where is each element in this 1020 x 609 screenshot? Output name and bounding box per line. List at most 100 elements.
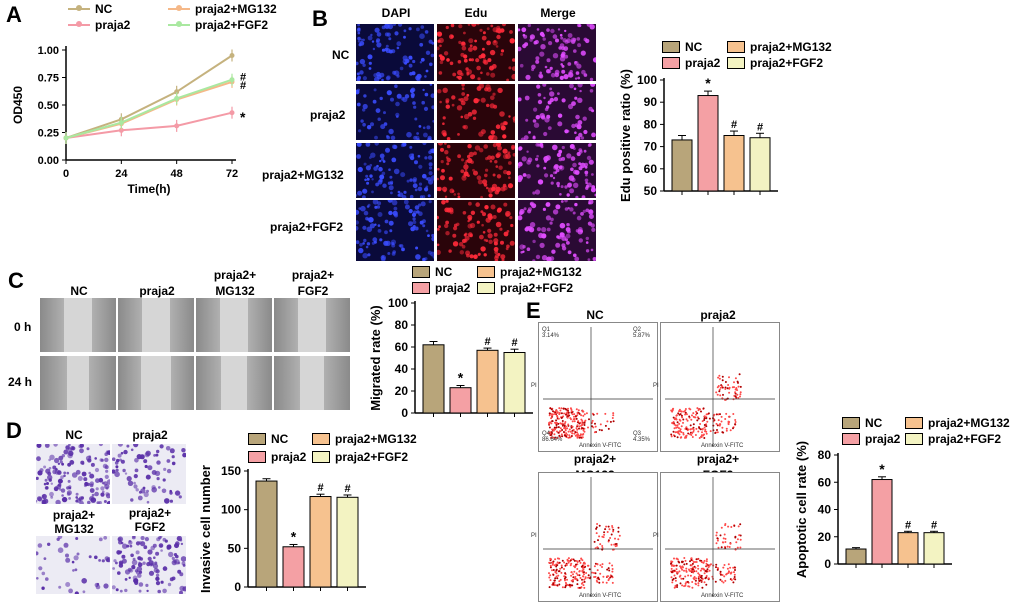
chartE-ytick-label: 40 (818, 503, 832, 517)
b-image-r1-c0 (356, 84, 434, 140)
e-flow-plot-r1-c1: Annexin V-FITC PI (653, 472, 780, 602)
e-yaxis-label: PI (531, 383, 537, 389)
a-ytick-label: 1.00 (38, 45, 59, 57)
panel-label-e: E (526, 298, 541, 323)
chartD-ytick-label: 0 (234, 580, 241, 594)
chartD-bar-0 (255, 480, 278, 588)
chartD-ytick-label: 50 (228, 541, 242, 555)
chartC-bar-2 (476, 349, 499, 414)
chartB-ytick-label: 50 (644, 184, 658, 198)
c-col-fgf2-l1: praja2+ (291, 268, 335, 282)
b-image-r0-c0 (356, 24, 434, 81)
legend-b-fgf2: praja2+FGF2 (727, 56, 823, 70)
chartC-ytick-label: 40 (395, 362, 409, 376)
a-ytick-label: 0.00 (38, 155, 59, 167)
legend-a-nc: NC (68, 2, 112, 16)
chartB-bar-2 (723, 135, 745, 192)
c-image-r1-c2 (196, 356, 272, 410)
b-row-fgf2: praja2+FGF2 (270, 220, 344, 234)
b-image-r3-c1 (437, 200, 515, 261)
b-image-r3-c2 (518, 200, 596, 261)
a-series-3 (65, 78, 233, 139)
b-image-r2-c2 (518, 143, 596, 198)
legend-d-praja2: praja2 (248, 450, 306, 464)
chartD-bar-3 (336, 496, 359, 588)
c-row-0h: 0 h (14, 320, 32, 334)
panel-label-d: D (6, 418, 22, 443)
e-label-praja2: praja2 (700, 308, 736, 322)
e-label-mg132-l1: praja2+ (573, 452, 617, 466)
legend-c-mg132: praja2+MG132 (477, 265, 582, 279)
e-quadrant-nc_q3: Q3 4.35% (633, 431, 651, 443)
c-col-mg132-l1: praja2+ (213, 268, 257, 282)
e-xaxis-label: Annexin V-FITC (701, 593, 744, 599)
chartB-ytick-label: 70 (644, 140, 658, 154)
chartD-mark-3: # (344, 483, 350, 495)
chartC-mark-3: # (511, 337, 517, 349)
c-image-r1-c3 (274, 356, 350, 410)
e-label-fgf2-l1: praja2+ (696, 452, 740, 466)
b-col-edu: Edu (464, 6, 488, 20)
chartE-bar-3 (923, 532, 945, 565)
a-xtick-label: 0 (63, 168, 69, 180)
b-image-r1-c2 (518, 84, 596, 140)
e-quadrant-nc_q4: Q4 86.64% (542, 431, 563, 443)
c-row-24h: 24 h (8, 375, 33, 389)
d-label-mg132-l1: praja2+ (52, 508, 96, 522)
a-point (229, 77, 235, 83)
line-chart-a: 0.00 0.25 0.50 0.75 1.00 0 24 48 72 Time(h) OD450 #… (11, 45, 246, 196)
bar-chart-c: 0 20 40 60 80 100 Migrated rate (%) * # # (368, 296, 533, 420)
a-series-0 (65, 54, 233, 139)
b-image-r2-c1 (437, 143, 515, 198)
legend-b-praja2: praja2 (662, 56, 720, 70)
legend-d-mg132: praja2+MG132 (312, 432, 417, 446)
chartB-mark-1: * (705, 75, 711, 91)
a-ytick-label: 0.50 (38, 100, 59, 112)
a-ylabel: OD450 (11, 86, 25, 124)
d-image-r0-c0 (36, 444, 110, 504)
legend-c-praja2: praja2 (412, 281, 470, 295)
b-image-r2-c0 (356, 143, 434, 198)
chartD-ylabel: Invasive cell number (198, 465, 213, 593)
chartC-ytick-label: 100 (388, 296, 408, 310)
panel-label-c: C (8, 268, 24, 293)
e-yaxis-label: PI (653, 533, 659, 539)
chartC-mark-2: # (484, 336, 490, 348)
c-col-mg132-l2: MG132 (215, 284, 255, 298)
chartC-bar-0 (422, 344, 445, 414)
legend-a-fgf2: praja2+FGF2 (168, 18, 268, 32)
c-col-fgf2-l2: FGF2 (297, 284, 329, 298)
chartE-mark-3: # (931, 519, 937, 531)
chartE-bar-2 (897, 532, 919, 565)
chartE-bar-0 (845, 548, 867, 565)
d-label-fgf2-l2: FGF2 (134, 520, 166, 534)
legend-c-nc: NC (412, 265, 452, 279)
chartC-mark-1: * (458, 370, 464, 386)
c-image-r0-c3 (274, 298, 350, 352)
chartB-ytick-label: 100 (637, 73, 657, 87)
d-image-r1-c0 (36, 536, 110, 594)
a-xtick-label: 24 (115, 168, 128, 180)
bar-chart-b: 50 60 70 80 90 100 Edu positive ratio (%) * # # (618, 69, 778, 202)
c-image-r1-c0 (40, 356, 116, 410)
chartB-mark-2: # (731, 119, 737, 131)
a-point (229, 53, 235, 58)
c-image-r0-c0 (40, 298, 116, 352)
panel-label-b: B (312, 6, 328, 31)
a-xtick-label: 48 (171, 168, 183, 180)
chartC-ytick-label: 60 (395, 340, 409, 354)
chartC-ytick-label: 80 (395, 318, 409, 332)
a-mark-hash-1: # (240, 71, 246, 83)
b-col-merge: Merge (540, 6, 576, 20)
chartD-bar-1 (282, 546, 305, 588)
chartB-bar-3 (749, 137, 771, 192)
chartE-ytick-label: 20 (818, 530, 832, 544)
e-xaxis-label: Annexin V-FITC (579, 443, 622, 449)
chartD-ytick-label: 150 (221, 464, 241, 478)
chartC-ytick-label: 20 (395, 384, 409, 398)
legend-a-praja2: praja2 (68, 18, 130, 32)
a-point (174, 123, 180, 129)
bar-chart-e: 0 20 40 60 80 Apoptotic cell rate (%) * # # (794, 441, 952, 578)
c-col-praja2: praja2 (139, 284, 175, 298)
b-image-r3-c0 (356, 200, 434, 261)
